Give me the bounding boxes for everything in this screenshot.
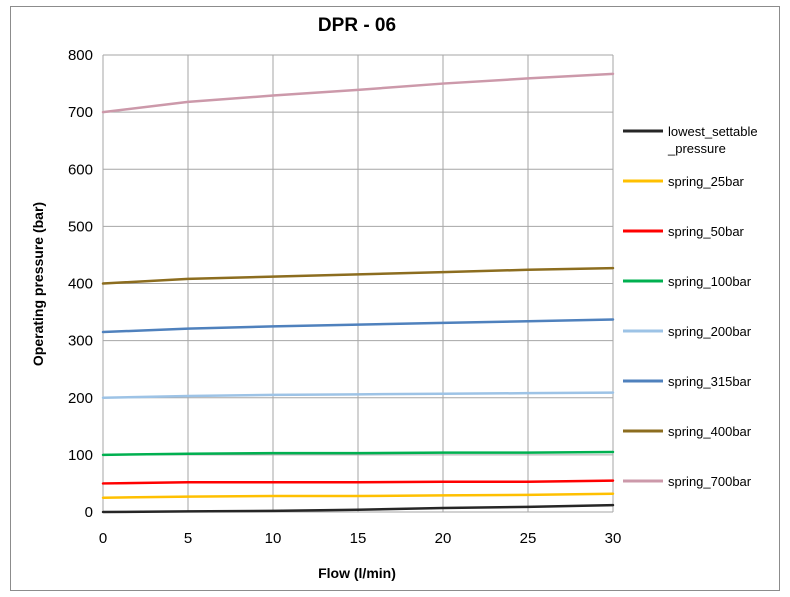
x-axis-label: Flow (l/min)	[318, 565, 396, 581]
series-line-6	[101, 318, 615, 334]
y-tick-label: 600	[68, 161, 93, 178]
y-tick-labels: 0 100 200 300 400 500 600 700 800	[68, 47, 93, 521]
legend-label: spring_700bar	[668, 474, 752, 489]
legend-entry-2: spring_25bar	[623, 174, 745, 189]
x-tick-label: 10	[265, 530, 282, 547]
series-line-7	[101, 266, 615, 285]
series-lines	[101, 72, 615, 514]
series-line-5	[101, 391, 615, 399]
legend-label: spring_200bar	[668, 324, 752, 339]
legend: lowest_settable _pressure spring_25barspri…	[623, 124, 758, 489]
legend-label: spring_25bar	[668, 174, 745, 189]
legend-entry-7: spring_400bar	[623, 424, 752, 439]
y-tick-label: 700	[68, 104, 93, 121]
legend-entry-4: spring_100bar	[623, 274, 752, 289]
y-tick-label: 100	[68, 447, 93, 464]
x-tick-label: 30	[605, 530, 622, 547]
y-tick-label: 400	[68, 276, 93, 293]
y-tick-label: 500	[68, 218, 93, 235]
legend-label: lowest_settable	[668, 124, 758, 139]
x-tick-label: 0	[99, 530, 107, 547]
legend-entry-3: spring_50bar	[623, 224, 745, 239]
x-tick-labels: 0 5 10 15 20 25 30	[99, 530, 622, 547]
y-tick-label: 200	[68, 390, 93, 407]
series-line-4	[101, 450, 615, 457]
legend-entry-8: spring_700bar	[623, 474, 752, 489]
legend-label: spring_100bar	[668, 274, 752, 289]
legend-entry-6: spring_315bar	[623, 374, 752, 389]
x-tick-label: 15	[350, 530, 367, 547]
chart-title: DPR - 06	[318, 15, 396, 36]
legend-label: spring_400bar	[668, 424, 752, 439]
x-tick-label: 20	[435, 530, 452, 547]
x-tick-label: 5	[184, 530, 192, 547]
y-tick-label: 800	[68, 47, 93, 64]
y-tick-label: 0	[85, 504, 93, 521]
series-line-1	[101, 503, 615, 514]
chart-frame	[10, 6, 780, 591]
legend-label: spring_315bar	[668, 374, 752, 389]
series-line-3	[101, 479, 615, 485]
legend-label: _pressure	[667, 141, 726, 156]
legend-label: spring_50bar	[668, 224, 745, 239]
x-tick-label: 25	[520, 530, 537, 547]
series-line-2	[101, 492, 615, 499]
legend-entry-1: lowest_settable _pressure	[623, 124, 758, 156]
y-tick-label: 300	[68, 333, 93, 350]
grid	[102, 54, 614, 513]
series-line-8	[101, 72, 615, 114]
legend-entry-5: spring_200bar	[623, 324, 752, 339]
y-axis-label: Operating pressure (bar)	[30, 202, 46, 366]
